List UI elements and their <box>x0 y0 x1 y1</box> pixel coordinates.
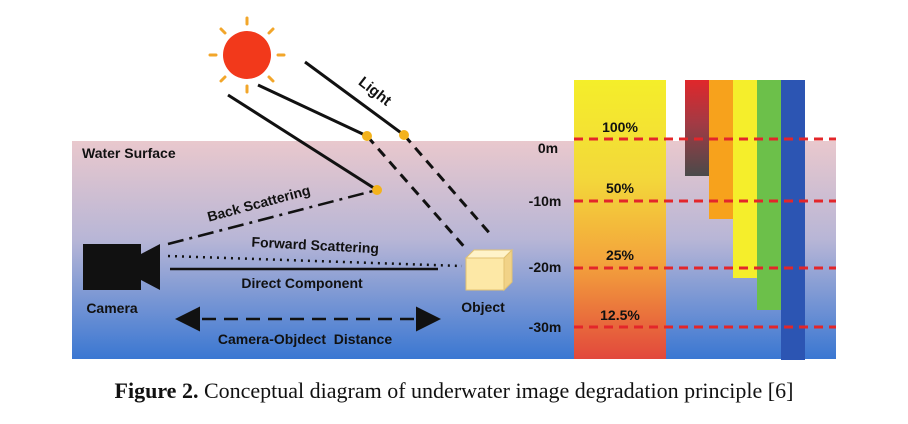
depth-label-30: -30m <box>529 319 562 335</box>
camera-icon <box>83 244 160 290</box>
figure-caption: Figure 2. Conceptual diagram of underwat… <box>0 378 908 404</box>
scatter-point-1 <box>362 131 372 141</box>
caption-prefix: Figure 2. <box>115 378 199 403</box>
water-surface-label: Water Surface <box>82 145 176 161</box>
caption-text: Conceptual diagram of underwater image d… <box>198 378 793 403</box>
depth-label-20: -20m <box>529 259 562 275</box>
depth-label-0: 0m <box>538 140 558 156</box>
green-bar <box>757 80 781 310</box>
intensity-label-100: 100% <box>602 119 638 135</box>
object-cube <box>466 250 512 290</box>
red-bar <box>685 80 709 176</box>
blue-bar <box>781 80 805 360</box>
yellow-bar <box>733 80 757 278</box>
intensity-label-50: 50% <box>606 180 635 196</box>
orange-bar <box>709 80 733 219</box>
intensity-label-12: 12.5% <box>600 307 640 323</box>
distance-label: Camera-Objdect Distance <box>218 331 392 347</box>
sun-icon <box>210 18 284 92</box>
object-label: Object <box>461 299 505 315</box>
light-ray-middle <box>258 85 367 136</box>
direct-component-label: Direct Component <box>241 275 363 291</box>
camera-label: Camera <box>86 300 138 316</box>
depth-label-10: -10m <box>529 193 562 209</box>
intensity-label-25: 25% <box>606 247 635 263</box>
scatter-point-2 <box>399 130 409 140</box>
